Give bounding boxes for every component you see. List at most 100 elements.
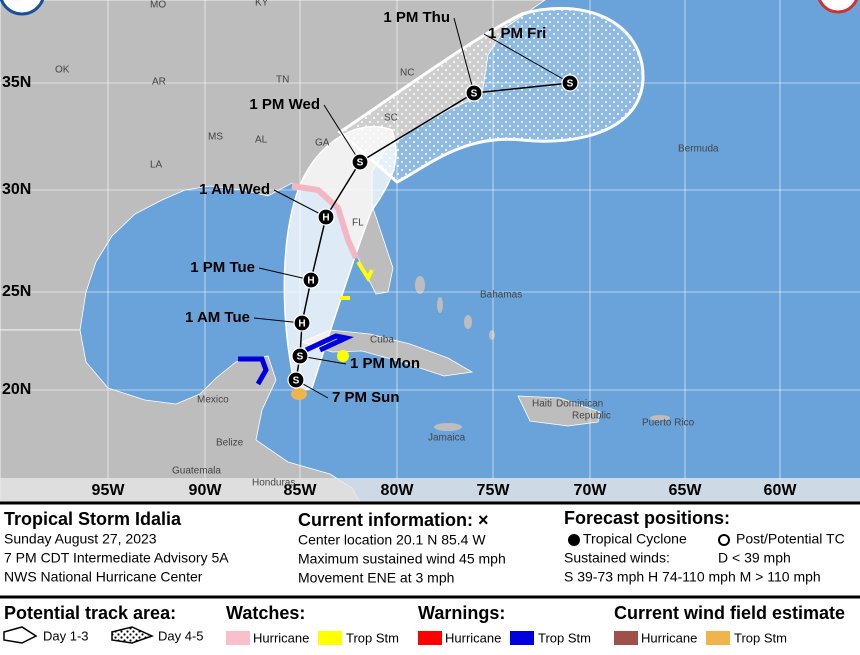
forecast-point	[293, 314, 311, 332]
point-symbol: H	[322, 213, 329, 224]
swatch	[706, 631, 730, 645]
legend-day45: Day 4-5	[158, 628, 204, 643]
forecast-point	[465, 84, 483, 102]
legend-item: Trop Stm	[538, 630, 591, 645]
trop-storm-warning	[304, 333, 355, 353]
lat-label: 25N	[2, 283, 31, 300]
lon-label: 70W	[574, 482, 608, 499]
day13-icon	[3, 626, 38, 644]
forecast-point	[561, 74, 579, 92]
point-label: 7 PM Sun	[332, 389, 400, 406]
forecast-tropical: Tropical Cyclone	[583, 531, 687, 547]
post-icon	[718, 534, 730, 546]
lat-label: 30N	[2, 181, 31, 198]
current-line: Maximum sustained wind 45 mph	[298, 551, 506, 567]
lat-label: 20N	[2, 381, 31, 398]
place-label: FL	[352, 218, 364, 229]
place-label: MO	[150, 0, 166, 11]
land-cuba	[300, 329, 474, 377]
lon-label: 65W	[669, 482, 703, 499]
swatch	[418, 631, 442, 645]
place-label: Jamaica	[428, 433, 466, 444]
forecast-point	[351, 153, 369, 171]
point-symbol: H	[307, 276, 314, 287]
swatch	[510, 631, 534, 645]
forecast-point	[291, 347, 309, 365]
storm-line: 7 PM CDT Intermediate Advisory 5A	[4, 550, 229, 566]
legend-item: Hurricane	[445, 630, 501, 645]
place-label: AL	[255, 135, 268, 146]
trop-storm-watch	[340, 296, 350, 300]
point-symbol: S	[297, 352, 304, 363]
place-label: Republic	[572, 411, 611, 422]
place-label: TN	[276, 75, 289, 86]
forecast-winds: Sustained winds:	[564, 550, 670, 566]
point-symbol: S	[471, 89, 478, 100]
storm-line: Sunday August 27, 2023	[4, 531, 157, 547]
place-label: OK	[55, 65, 70, 76]
place-label: KY	[255, 0, 269, 9]
lon-label: 95W	[92, 482, 126, 499]
legend-title: Current wind field estimate	[614, 603, 845, 623]
leader-line	[273, 189, 327, 218]
point-label: 1 PM Mon	[350, 355, 420, 372]
place-label: Belize	[216, 438, 244, 449]
point-symbol: H	[298, 319, 305, 330]
lon-label: 90W	[189, 482, 223, 499]
wind-field	[291, 388, 307, 400]
legend-title: Potential track area:	[4, 603, 176, 623]
point-label: 1 PM Tue	[190, 259, 255, 276]
place-label: NC	[400, 68, 414, 79]
swatch	[614, 631, 638, 645]
place-label: MS	[208, 132, 223, 143]
place-label: SC	[384, 113, 398, 124]
place-label: Dominican	[556, 399, 603, 410]
cone-day45	[337, 6, 645, 184]
land-hispaniola	[517, 395, 601, 427]
tropical-icon	[568, 534, 580, 546]
place-label: GA	[315, 138, 330, 149]
trop-storm-watch	[337, 350, 349, 362]
trop-storm-warning	[238, 356, 269, 386]
place-label: Puerto Rico	[642, 418, 695, 429]
cone-day13	[283, 125, 397, 393]
land-bahamas	[415, 276, 495, 340]
current-line: Movement ENE at 3 mph	[298, 570, 454, 586]
forecast-point	[317, 208, 335, 226]
legend-item: Hurricane	[253, 630, 309, 645]
place-label: Cuba	[370, 335, 394, 346]
legend-day13: Day 1-3	[43, 628, 89, 643]
storm-line: NWS National Hurricane Center	[4, 569, 203, 585]
land-jamaica	[434, 423, 462, 431]
point-symbol: S	[357, 158, 364, 169]
leader-line	[258, 267, 312, 281]
forecast-point	[302, 271, 320, 289]
lon-label-band	[0, 478, 860, 502]
place-label: Guatemala	[172, 466, 221, 477]
place-label: AR	[152, 77, 166, 88]
place-label: Bahamas	[480, 290, 522, 301]
trop-storm-watch	[356, 260, 374, 283]
noaa-logo	[0, 0, 45, 16]
storm-title: Tropical Storm Idalia	[4, 509, 182, 529]
forecast-d: D < 39 mph	[718, 550, 791, 566]
point-symbol: S	[293, 376, 300, 387]
point-label: 1 PM Thu	[383, 9, 450, 26]
swatch	[318, 631, 342, 645]
hurricane-watch	[291, 183, 359, 260]
point-label: 1 PM Fri	[488, 25, 546, 42]
lon-label: 85W	[284, 482, 318, 499]
place-label: Mexico	[197, 395, 229, 406]
place-label: Bermuda	[678, 144, 719, 155]
place-label: LA	[150, 160, 163, 171]
leader-line	[483, 33, 571, 84]
legend-item: Trop Stm	[734, 630, 787, 645]
legend-item: Hurricane	[641, 630, 697, 645]
place-label: Haiti	[532, 399, 552, 410]
current-line: Center location 20.1 N 85.4 W	[298, 532, 486, 548]
place-label: Honduras	[252, 478, 295, 489]
grid-lines	[0, 0, 860, 480]
legend-title: Watches:	[226, 603, 305, 623]
